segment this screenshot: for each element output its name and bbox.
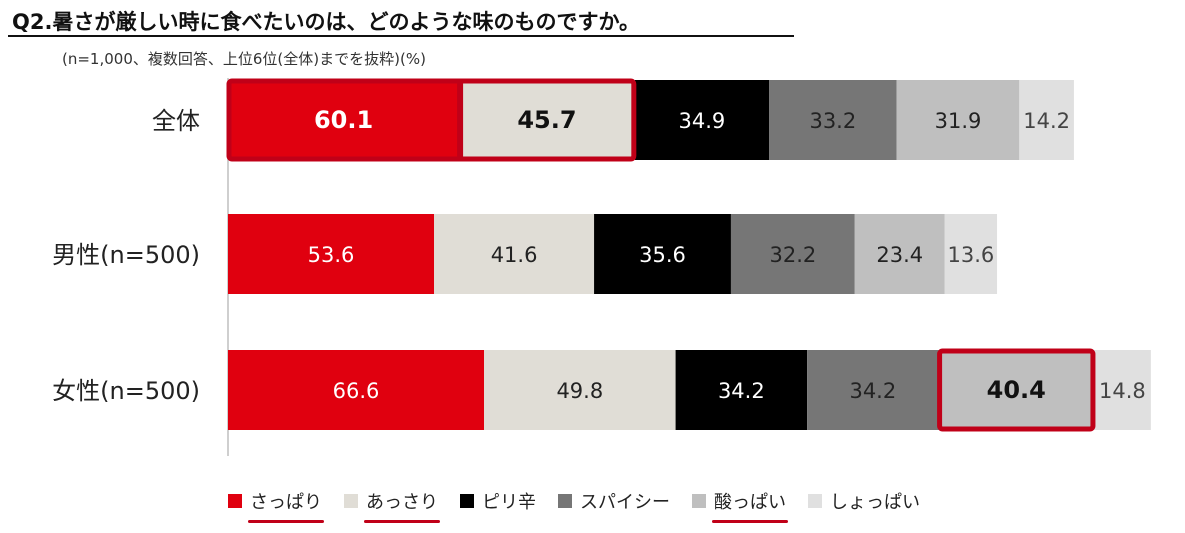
bar-segment xyxy=(1093,350,1151,430)
legend-label: 酸っぱい xyxy=(712,488,788,523)
data-label: 13.6 xyxy=(948,243,995,267)
legend-label: あっさり xyxy=(364,488,440,523)
data-label: 33.2 xyxy=(809,109,856,133)
legend-swatch xyxy=(460,494,474,508)
bar-segment xyxy=(896,80,1020,160)
title-underline xyxy=(8,35,794,37)
legend-underline xyxy=(364,520,440,523)
bar-segment xyxy=(1019,80,1074,160)
bar-segment xyxy=(730,214,855,294)
bar-segment xyxy=(228,350,485,430)
chart-subtitle: (n=1,000、複数回答、上位6位(全体)までを抜粋)(%) xyxy=(62,50,426,68)
data-label: 31.9 xyxy=(935,109,982,133)
data-label: 49.8 xyxy=(556,379,603,403)
legend-swatch xyxy=(692,494,706,508)
legend-swatch xyxy=(228,494,242,508)
category-label: 男性(n=500) xyxy=(52,241,200,269)
legend-item: ピリ辛 xyxy=(460,488,536,514)
bar-segment xyxy=(938,350,1094,430)
data-label: 34.2 xyxy=(849,379,896,403)
data-label: 66.6 xyxy=(333,379,380,403)
data-label: 34.2 xyxy=(718,379,765,403)
data-label: 23.4 xyxy=(876,243,923,267)
data-label: 35.6 xyxy=(639,243,686,267)
data-label: 41.6 xyxy=(491,243,538,267)
bar-segment xyxy=(675,350,808,430)
legend-item: さっぱり xyxy=(228,488,324,523)
bar-segment xyxy=(944,214,998,294)
bar-segment xyxy=(594,214,731,294)
legend: さっぱり あっさり ピリ辛 スパイシー 酸っぱい しょっぱい xyxy=(228,488,920,524)
chart-title: Q2.暑さが厳しい時に食べたいのは、どのような味のものですか。 xyxy=(12,10,641,34)
bar-segment xyxy=(228,214,435,294)
bar-segment xyxy=(434,214,595,294)
legend-label: スパイシー xyxy=(580,492,670,513)
legend-item: しょっぱい xyxy=(808,488,920,514)
legend-label: さっぱり xyxy=(248,488,324,523)
legend-swatch xyxy=(808,494,822,508)
highlight-box xyxy=(937,348,1096,432)
category-label: 女性(n=500) xyxy=(52,377,200,405)
legend-label: ピリ辛 xyxy=(482,492,536,513)
legend-item: 酸っぱい xyxy=(692,488,788,523)
legend-swatch xyxy=(558,494,572,508)
data-label: 14.8 xyxy=(1099,379,1146,403)
legend-swatch xyxy=(344,494,358,508)
data-label: 40.4 xyxy=(987,376,1046,404)
bar-segment xyxy=(459,80,635,160)
data-label: 45.7 xyxy=(517,106,576,134)
bar-segment xyxy=(634,80,770,160)
data-label: 32.2 xyxy=(769,243,816,267)
bar-segment xyxy=(484,350,676,430)
legend-item: スパイシー xyxy=(558,488,670,514)
bar-segment xyxy=(807,350,939,430)
legend-label: しょっぱい xyxy=(830,492,920,513)
bar-segment xyxy=(769,80,897,160)
data-label: 53.6 xyxy=(308,243,355,267)
bar-segment xyxy=(228,80,460,160)
highlight-divider xyxy=(457,82,464,158)
data-label: 60.1 xyxy=(314,106,373,134)
legend-underline xyxy=(712,520,788,523)
category-label: 全体 xyxy=(152,107,200,135)
highlight-box xyxy=(226,78,637,162)
data-label: 34.9 xyxy=(679,109,726,133)
data-label: 14.2 xyxy=(1023,109,1070,133)
legend-item: あっさり xyxy=(344,488,440,523)
legend-underline xyxy=(248,520,324,523)
bar-segment xyxy=(854,214,945,294)
